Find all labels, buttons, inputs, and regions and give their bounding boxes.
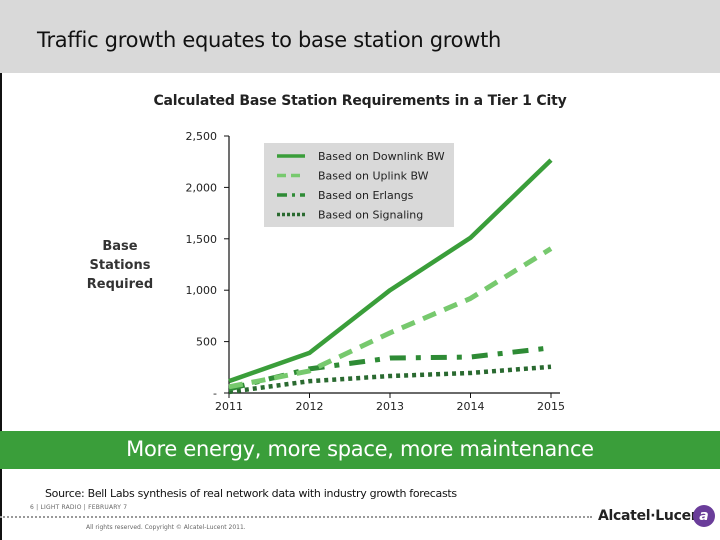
y-tick-label: 2,500 — [186, 130, 218, 143]
alcatel-lucent-logo-icon: a — [693, 505, 715, 527]
banner-text: More energy, more space, more maintenanc… — [126, 437, 594, 461]
x-tick-label: 2015 — [537, 400, 565, 413]
y-ticks: - 500 1,000 1,500 2,000 2,500 — [186, 130, 229, 400]
slide-header: Traffic growth equates to base station g… — [0, 0, 720, 73]
series-line — [228, 158, 553, 384]
y-tick-label: 500 — [196, 336, 217, 349]
brand-name: Alcatel·Lucent — [598, 508, 707, 524]
legend-item-label: Based on Erlangs — [318, 189, 414, 202]
x-tick-label: 2011 — [215, 400, 243, 413]
legend-item-label: Based on Downlink BW — [318, 150, 445, 163]
legend-item-label: Based on Signaling — [318, 209, 423, 222]
y-tick-label: 2,000 — [186, 181, 218, 194]
y-axis-label-line2: Required — [86, 277, 154, 292]
series-line — [228, 364, 552, 395]
x-ticks: 2011 2012 2013 2014 2015 — [215, 393, 565, 413]
slide-left-border — [0, 0, 2, 540]
x-tick-label: 2013 — [376, 400, 404, 413]
slide-title: Traffic growth equates to base station g… — [37, 28, 502, 52]
series-line — [228, 246, 553, 390]
y-tick-label: 1,000 — [186, 284, 218, 297]
legend-item-label: Based on Uplink BW — [318, 170, 429, 183]
takeaway-banner: More energy, more space, more maintenanc… — [0, 431, 720, 469]
x-tick-label: 2014 — [457, 400, 485, 413]
chart-series — [228, 158, 553, 395]
copyright-text: All rights reserved. Copyright © Alcatel… — [86, 524, 246, 531]
x-tick-label: 2012 — [296, 400, 324, 413]
footer-divider — [0, 516, 592, 518]
footer-meta: 6 | LIGHT RADIO | FEBRUARY 7 — [30, 504, 128, 511]
chart-legend: Based on Downlink BW Based on Uplink BW Ba… — [264, 143, 454, 227]
y-tick-label: - — [213, 387, 217, 400]
y-axis-label-line1: Base Stations — [89, 239, 151, 273]
source-note: Source: Bell Labs synthesis of real netw… — [45, 487, 457, 500]
y-tick-label: 1,500 — [186, 233, 218, 246]
y-axis-label: Base Stations Required — [70, 237, 170, 294]
chart-title: Calculated Base Station Requirements in … — [153, 93, 567, 109]
